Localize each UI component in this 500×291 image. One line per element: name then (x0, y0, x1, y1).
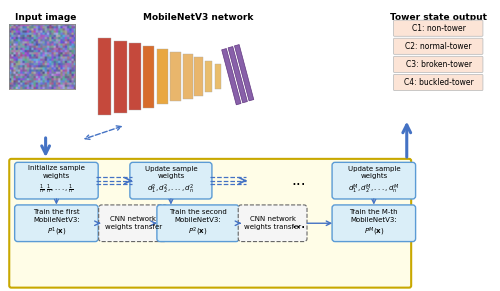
Text: Input image: Input image (15, 13, 76, 22)
FancyBboxPatch shape (14, 162, 98, 199)
FancyBboxPatch shape (10, 159, 411, 288)
Bar (129, 43, 141, 110)
FancyBboxPatch shape (238, 205, 307, 242)
Text: MobileNetV3 network: MobileNetV3 network (142, 13, 253, 22)
FancyBboxPatch shape (394, 38, 483, 54)
Bar (114, 41, 126, 113)
FancyBboxPatch shape (332, 162, 415, 199)
FancyBboxPatch shape (98, 205, 168, 242)
Text: C4: buckled-tower: C4: buckled-tower (404, 78, 473, 87)
Text: C3: broken-tower: C3: broken-tower (406, 60, 471, 69)
Bar (214, 64, 220, 89)
Polygon shape (222, 49, 241, 105)
Text: ...: ... (292, 173, 306, 188)
Polygon shape (228, 47, 248, 103)
Text: CNN network
weights transfer: CNN network weights transfer (244, 217, 301, 230)
Text: Tower state output: Tower state output (390, 13, 487, 22)
Bar (144, 46, 154, 108)
FancyBboxPatch shape (332, 205, 415, 242)
FancyBboxPatch shape (394, 56, 483, 72)
Text: C1: non-tower: C1: non-tower (412, 24, 466, 33)
FancyBboxPatch shape (130, 162, 212, 199)
Text: Initialize sample
weights
$\frac{1}{n}, \frac{1}{n}, ..., \frac{1}{n}$: Initialize sample weights $\frac{1}{n}, … (28, 166, 85, 196)
Bar (194, 57, 203, 96)
Bar (98, 38, 112, 115)
Text: Update sample
weights
$d^2_1, d^2_2,..., d^2_n$: Update sample weights $d^2_1, d^2_2,...,… (144, 166, 197, 196)
Text: CNN network
weights transfer: CNN network weights transfer (104, 217, 162, 230)
Text: Update sample
weights
$d^M_1, d^M_2,..., d^M_n$: Update sample weights $d^M_1, d^M_2,...,… (348, 166, 400, 196)
Text: ...: ... (292, 216, 306, 231)
Bar (183, 54, 193, 99)
Text: Train the M-th
MobileNetV3:
$P^M(\mathbf{x})$: Train the M-th MobileNetV3: $P^M(\mathbf… (350, 209, 398, 238)
Bar (170, 52, 181, 102)
Polygon shape (234, 45, 254, 101)
Bar (205, 61, 212, 92)
Text: Train the first
MobileNetV3:
$P^1(\mathbf{x})$: Train the first MobileNetV3: $P^1(\mathb… (33, 209, 80, 238)
Text: Train the second
MobileNetV3:
$P^2(\mathbf{x})$: Train the second MobileNetV3: $P^2(\math… (169, 209, 227, 238)
Bar (156, 49, 168, 104)
FancyBboxPatch shape (157, 205, 239, 242)
FancyBboxPatch shape (14, 205, 98, 242)
FancyBboxPatch shape (394, 20, 483, 36)
FancyBboxPatch shape (394, 74, 483, 91)
Text: C2: normal-tower: C2: normal-tower (406, 42, 472, 51)
